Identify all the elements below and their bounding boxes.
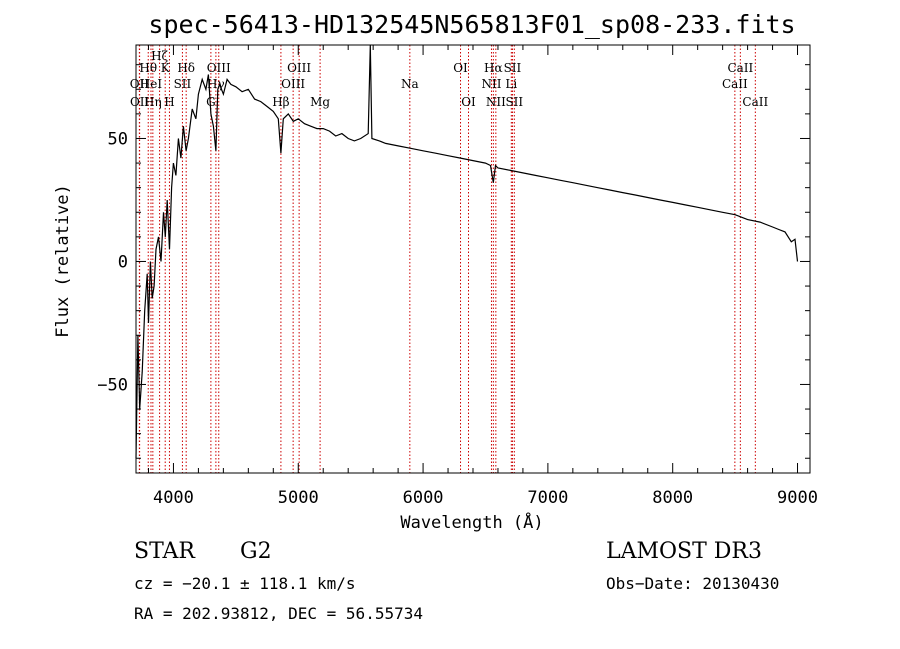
line-marker-label: NII <box>481 77 501 91</box>
y-tick-label: −50 <box>97 375 128 395</box>
x-tick-label: 9000 <box>777 488 818 508</box>
spectrum-line <box>135 44 799 459</box>
line-marker-label: Hη <box>144 95 162 109</box>
line-marker-label: CaII <box>742 95 768 109</box>
line-marker-label: Na <box>401 77 419 91</box>
line-marker-label: Li <box>505 77 517 91</box>
line-marker-label: NII <box>486 95 506 109</box>
x-tick-label: 4000 <box>153 488 194 508</box>
plot-area: OIIOIIHθHeIHηHζKHSIIHδGHγOIIIHβOIIIOIIIM… <box>97 44 818 508</box>
object-subclass: G2 <box>240 539 272 564</box>
line-marker-label: OI <box>461 95 476 109</box>
velocity-text: cz = −20.1 ± 118.1 km/s <box>134 574 356 593</box>
chart-title: spec-56413-HD132545N565813F01_sp08-233.f… <box>148 10 795 39</box>
line-marker-label: CaII <box>722 77 748 91</box>
coordinates-text: RA = 202.93812, DEC = 56.55734 <box>134 604 423 623</box>
line-marker-label: Hδ <box>177 61 195 75</box>
line-marker-label: Hβ <box>272 95 289 109</box>
line-marker-label: CaII <box>727 61 753 75</box>
line-marker-label: K <box>161 61 171 75</box>
y-tick-label: 0 <box>118 252 128 272</box>
y-axis-label: Flux (relative) <box>53 184 73 338</box>
x-axis-ticks: 4000 5000 6000 7000 8000 9000 <box>147 45 818 508</box>
y-tick-label: 50 <box>108 129 128 149</box>
line-marker-label: SII <box>174 77 192 91</box>
line-marker-group <box>138 45 756 473</box>
survey-label: LAMOST DR3 <box>606 539 762 564</box>
line-marker-label: OII <box>130 77 150 91</box>
line-marker-label: Hζ <box>151 49 168 63</box>
x-tick-label: 8000 <box>652 488 693 508</box>
line-marker-label: Hθ <box>139 61 157 75</box>
x-axis-label: Wavelength (Å) <box>400 511 543 533</box>
y-axis-ticks: −50 0 50 <box>97 64 810 459</box>
line-marker-label: HeI <box>140 77 163 91</box>
x-tick-label: 6000 <box>403 488 444 508</box>
plot-frame <box>135 44 811 474</box>
obs-date-text: Obs−Date: 20130430 <box>606 574 779 593</box>
line-marker-label: OIII <box>287 61 311 75</box>
line-marker-label: G <box>206 95 216 109</box>
line-marker-label: H <box>164 95 174 109</box>
line-marker-label: Hα <box>484 61 503 75</box>
line-marker-label: SII <box>504 61 522 75</box>
object-class: STAR <box>134 539 196 564</box>
line-marker-label: Mg <box>310 95 330 109</box>
line-marker-label: OIII <box>207 61 231 75</box>
line-label-group: OIIOIIHθHeIHηHζKHSIIHδGHγOIIIHβOIIIOIIIM… <box>130 49 769 109</box>
x-tick-label: 7000 <box>527 488 568 508</box>
line-marker-label: OI <box>453 61 468 75</box>
line-marker-label: OII <box>130 95 150 109</box>
line-marker-label: OIII <box>281 77 305 91</box>
line-marker-label: SII <box>505 95 523 109</box>
x-tick-label: 5000 <box>278 488 319 508</box>
